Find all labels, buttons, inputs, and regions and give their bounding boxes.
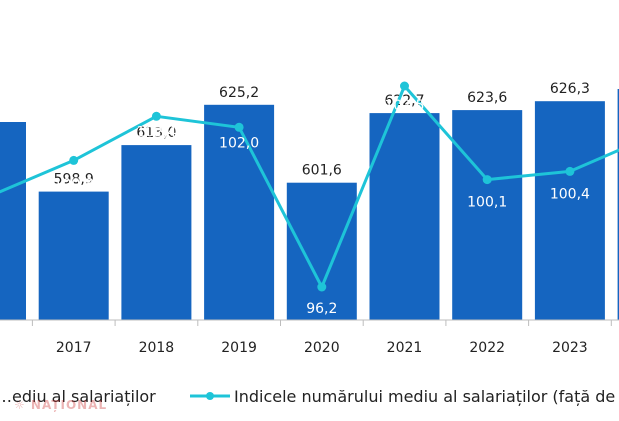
bar-value-label-2018: 613,0 bbox=[136, 125, 176, 141]
line-point-2023 bbox=[565, 166, 575, 176]
line-value-label-2021: 103,5 bbox=[384, 98, 424, 114]
line-point-2020 bbox=[317, 282, 327, 292]
x-axis: 2017 2018 2019 2020 2021 2022 2023 bbox=[0, 319, 619, 356]
line-series: 100,8 102,4 102,0 96,2 103,5 100,1 100,4 bbox=[0, 81, 619, 317]
bar-2020 bbox=[286, 182, 357, 320]
x-tick-label-2022: 2022 bbox=[469, 340, 505, 356]
line-point-2022 bbox=[482, 175, 492, 185]
line-point-2019 bbox=[234, 122, 244, 132]
bar-2021 bbox=[369, 113, 440, 320]
bar-2016 bbox=[0, 122, 26, 320]
legend-swatch-line-marker bbox=[206, 392, 214, 400]
line-point-2018 bbox=[151, 111, 161, 121]
bar-value-label-2022: 623,6 bbox=[467, 90, 507, 106]
bar-value-label-2019: 625,2 bbox=[219, 85, 259, 101]
x-tick-label-2019: 2019 bbox=[221, 340, 257, 356]
x-tick-label-2023: 2023 bbox=[552, 340, 588, 356]
bar-2024 bbox=[617, 89, 619, 320]
bar-2018 bbox=[121, 145, 192, 320]
legend-label-bars: …ediu al salariaților bbox=[0, 387, 156, 406]
bar-value-label-2020: 601,6 bbox=[302, 163, 342, 179]
line-point-2021 bbox=[400, 81, 409, 91]
x-tick-label-2021: 2021 bbox=[387, 340, 423, 356]
legend-label-line: Indicele numărului mediu al salariaților… bbox=[234, 387, 615, 406]
x-tick-label-2018: 2018 bbox=[139, 340, 175, 356]
bar-value-label-2023: 626,3 bbox=[550, 81, 590, 97]
x-tick-label-2017: 2017 bbox=[56, 340, 92, 356]
legend: …ediu al salariaților Indicele numărului… bbox=[0, 387, 615, 406]
bar-2017 bbox=[38, 191, 109, 320]
line-value-label-2020: 96,2 bbox=[306, 301, 337, 317]
x-tick-label-2020: 2020 bbox=[304, 340, 340, 356]
bar-2019 bbox=[204, 104, 275, 320]
watermark-logo: ☼ NAȚIONAL bbox=[14, 398, 108, 412]
line-value-label-2023: 100,4 bbox=[550, 186, 590, 202]
line-value-label-2022: 100,1 bbox=[467, 195, 507, 211]
line-value-label-2017: 100,8 bbox=[54, 176, 94, 192]
line-value-label-2019: 102,0 bbox=[219, 135, 259, 151]
bar-2023 bbox=[534, 101, 605, 320]
line-point-2017 bbox=[69, 155, 79, 165]
bar-2022 bbox=[452, 110, 523, 320]
bar-value-label-2017: 598,9 bbox=[54, 172, 94, 188]
line-value-label-2018: 102,4 bbox=[136, 124, 176, 140]
